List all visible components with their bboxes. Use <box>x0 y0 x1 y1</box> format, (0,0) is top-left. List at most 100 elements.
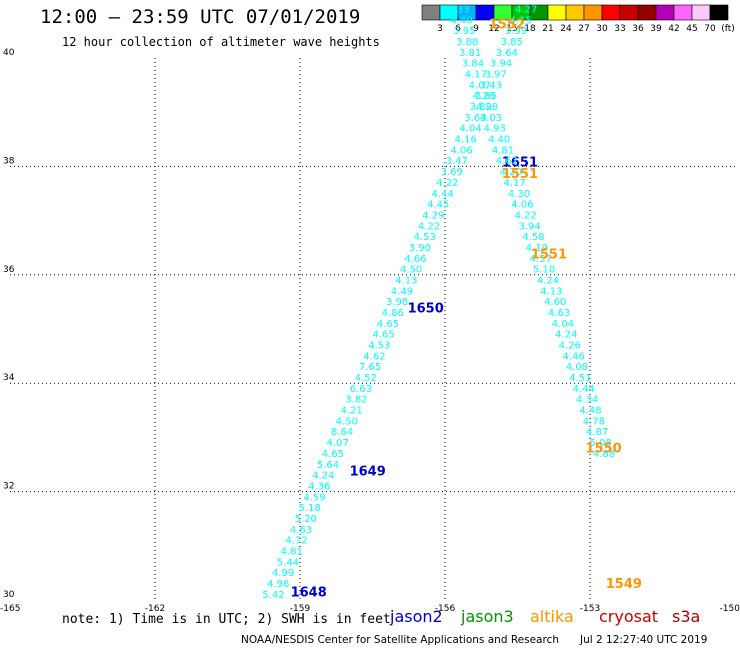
wave-height-value: 4.45 <box>427 200 449 211</box>
wave-height-value: 4.33 <box>447 4 469 15</box>
wave-height-value: 4.52 <box>355 373 377 384</box>
wave-height-value: 4.22 <box>418 221 440 232</box>
wave-height-value: 5.08 <box>590 438 612 449</box>
axis-tick-labels: -165 -162 -159 -156 -153 -150 30 32 34 36 38 40 <box>0 48 740 614</box>
color-scale-label: 9 <box>473 24 479 34</box>
wave-height-value: 3.82 <box>345 395 367 406</box>
y-tick-label: 40 <box>3 48 15 58</box>
wave-height-value: 4.96 <box>267 579 289 590</box>
wave-height-value: 4.36 <box>308 481 330 492</box>
wave-height-value: 4.26 <box>473 91 495 102</box>
pass-time-label: 1549 <box>606 577 642 592</box>
wave-height-value: 4.13 <box>540 286 562 297</box>
wave-height-value: 5.10 <box>533 265 555 276</box>
wave-height-value: 4.07 <box>469 80 491 91</box>
wave-height-value: 4.04 <box>552 319 574 330</box>
wave-height-value: 4.34 <box>576 395 598 406</box>
wave-height-value: 4.59 <box>303 492 325 503</box>
wave-height-value: 4.63 <box>548 308 570 319</box>
pass-time-label: 1650 <box>408 302 444 317</box>
color-scale-label: 36 <box>632 24 644 34</box>
wave-height-value: 4.66 <box>404 254 426 265</box>
wave-height-value: 4.86 <box>382 308 404 319</box>
wave-height-value: 4.22 <box>515 210 537 221</box>
x-tick-label: -159 <box>290 604 311 614</box>
wave-height-value: 4.87 <box>586 427 608 438</box>
wave-height-value: 4.81 <box>281 546 303 557</box>
wave-height-value: 4.58 <box>522 232 544 243</box>
color-scale-swatch <box>637 4 657 21</box>
wave-height-value: 4.60 <box>544 297 566 308</box>
wave-height-value: 3.43 <box>480 80 502 91</box>
wave-height-value: 4.03 <box>480 113 502 124</box>
y-tick-label: 38 <box>3 156 15 166</box>
wave-height-value: 3.65 <box>475 91 497 102</box>
color-scale-label: 3 <box>437 24 443 34</box>
color-scale-swatch <box>565 4 585 21</box>
chart-title: 12:00 – 23:59 UTC 07/01/2019 <box>40 6 361 28</box>
wave-height-value: 4.93 <box>484 124 506 135</box>
wave-height-value: 4.24 <box>555 330 577 341</box>
x-tick-label: -165 <box>0 604 20 614</box>
wave-height-value: 4.50 <box>336 416 358 427</box>
x-tick-label: -153 <box>580 604 600 614</box>
wave-height-value: 3.63 <box>464 113 486 124</box>
x-tick-label: -162 <box>145 604 165 614</box>
wave-height-value: 4.13 <box>395 275 417 286</box>
x-tick-label: -156 <box>435 604 456 614</box>
y-tick-label: 32 <box>3 482 14 492</box>
wave-height-value: 4.51 <box>569 373 591 384</box>
wave-height-value: 4.24 <box>537 275 559 286</box>
wave-height-value: 4.24 <box>312 471 334 482</box>
wave-height-value: 4.16 <box>455 135 477 146</box>
satellite-legend-jason3: jason3 <box>461 607 514 626</box>
wave-height-value: 5.42 <box>262 590 284 601</box>
color-scale-swatch <box>583 4 603 21</box>
wave-height-value: 4.72 <box>285 536 307 547</box>
color-scale-label: 15 <box>506 24 517 34</box>
wave-height-value: 4.20 <box>500 167 522 178</box>
wave-height-value: 4.04 <box>459 124 481 135</box>
wave-height-value: 3.84 <box>462 59 484 70</box>
wave-height-value: 4.30 <box>508 189 530 200</box>
wave-height-value: 4.22 <box>436 178 458 189</box>
wave-height-value: 3.97 <box>485 70 507 81</box>
color-scale-label: 18 <box>524 24 536 34</box>
wave-height-value: 4.26 <box>559 341 581 352</box>
credit-line: NOAA/NESDIS Center for Satellite Applica… <box>241 634 559 646</box>
pass-time-label: 1651 <box>502 155 538 170</box>
color-scale-label: 33 <box>614 24 625 34</box>
wave-height-value: 4.19 <box>526 243 548 254</box>
color-scale-swatch <box>619 4 639 21</box>
color-scale-swatch <box>601 4 621 21</box>
wave-height-value: 3.64 <box>496 48 518 59</box>
wave-height-value: 4.29 <box>422 210 444 221</box>
wave-height-value: 4.99 <box>272 568 294 579</box>
wave-height-value: 4.21 <box>341 406 363 417</box>
wave-height-value: 4.53 <box>368 341 390 352</box>
wave-height-value: 4.62 <box>496 156 518 167</box>
track-data-labels: 5.424.964.995.444.814.724.635.205.184.59… <box>262 4 642 600</box>
color-scale-label: 6 <box>455 24 461 34</box>
color-scale-label: 12 <box>488 24 499 34</box>
satellite-legend-cryosat: cryosat <box>599 607 659 626</box>
generated-timestamp: Jul 2 12:27:40 UTC 2019 <box>580 634 708 646</box>
footer-note: note: 1) Time is in UTC; 2) SWH is in fe… <box>62 612 391 627</box>
wave-height-value: 3.69 <box>441 167 463 178</box>
wave-height-value: 5.18 <box>299 503 321 514</box>
pass-time-label: 1552 <box>489 18 525 33</box>
wave-height-value: 4.63 <box>290 525 312 536</box>
wave-height-value: 4.50 <box>400 265 422 276</box>
wave-height-value: 4.44 <box>431 189 453 200</box>
wave-height-value: 3.98 <box>386 297 408 308</box>
color-scale-label: 24 <box>560 24 572 34</box>
wave-height-value: 3.47 <box>445 156 467 167</box>
wave-height-value: 4.44 <box>573 384 595 395</box>
color-scale-label: 45 <box>686 24 697 34</box>
pass-time-label: 1551 <box>502 167 538 182</box>
chart-subtitle: 12 hour collection of altimeter wave hei… <box>62 35 380 49</box>
wave-height-value: 3.94 <box>518 221 540 232</box>
wave-height-value: 3.81 <box>459 48 481 59</box>
wave-height-value: 4.17 <box>465 70 487 81</box>
